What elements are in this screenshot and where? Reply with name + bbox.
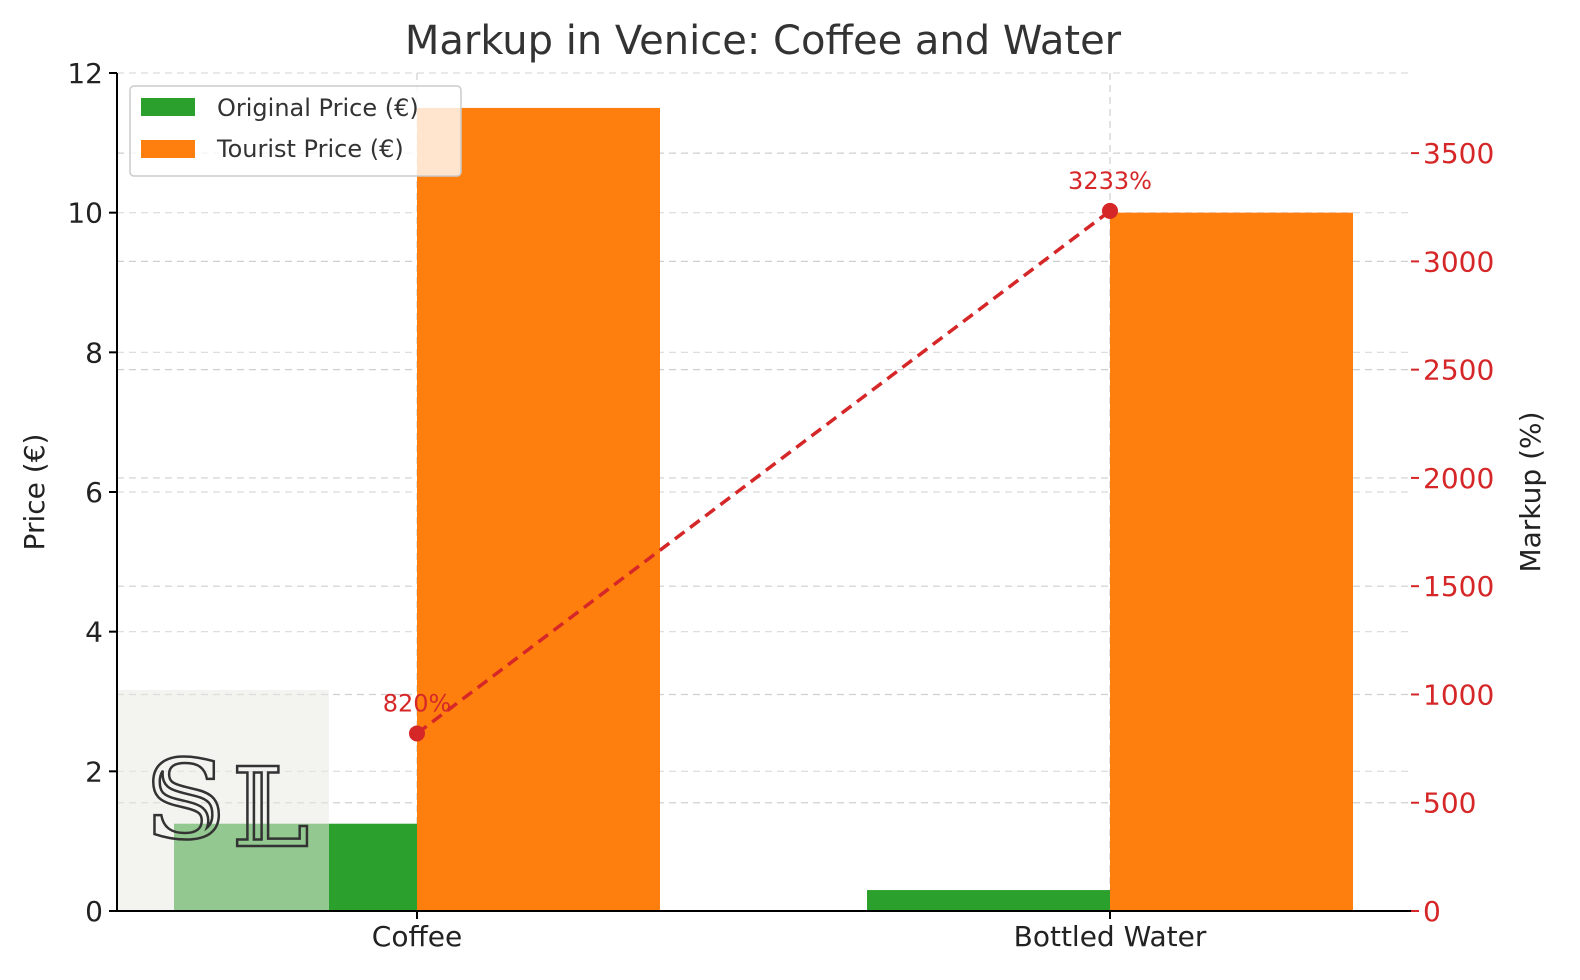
left-tick-label: 10 [67, 197, 103, 230]
legend-swatch-tourist [141, 140, 195, 158]
x-tick-label: Bottled Water [1014, 920, 1207, 953]
right-tick-label: 3000 [1423, 245, 1494, 278]
chart-title: Markup in Venice: Coffee and Water [405, 18, 1122, 64]
right-axis-title: Markup (%) [1514, 411, 1547, 572]
markup-label: 3233% [1068, 167, 1152, 195]
markup-point-coffee [409, 725, 425, 742]
left-tick-label: 0 [85, 895, 103, 928]
left-tick-label: 12 [67, 57, 103, 90]
right-tick-label: 1500 [1423, 570, 1494, 603]
x-axis-ticks: Coffee Bottled Water [372, 911, 1207, 953]
bar-tourist-coffee [417, 107, 660, 911]
x-tick-label: Coffee [372, 920, 462, 953]
svg-text:𝕃: 𝕃 [232, 744, 309, 872]
svg-text:𝕊: 𝕊 [146, 736, 225, 864]
markup-point-bottled-water [1102, 202, 1118, 219]
left-tick-label: 4 [85, 616, 103, 649]
right-tick-label: 2000 [1423, 462, 1494, 495]
right-tick-label: 0 [1423, 895, 1441, 928]
left-axis-title: Price (€) [18, 434, 51, 551]
left-tick-label: 6 [85, 476, 103, 509]
right-tick-label: 500 [1423, 787, 1476, 820]
legend-label-tourist: Tourist Price (€) [216, 135, 404, 163]
right-tick-label: 1000 [1423, 678, 1494, 711]
bar-tourist-bottled-water [1110, 212, 1353, 911]
right-tick-label: 3500 [1423, 137, 1494, 170]
bars-group [174, 107, 1353, 911]
legend-swatch-original [141, 98, 195, 116]
left-tick-label: 2 [85, 755, 103, 788]
markup-label: 820% [383, 689, 452, 717]
bar-original-bottled-water [867, 890, 1110, 911]
right-tick-label: 2500 [1423, 354, 1494, 387]
markup-line-group: 820% 3233% [383, 167, 1152, 742]
right-axis-ticks: 0 500 1000 1500 2000 2500 3000 3500 [1411, 137, 1494, 928]
markup-line [415, 209, 1112, 735]
legend: Original Price (€) Tourist Price (€) [129, 85, 462, 177]
left-tick-label: 8 [85, 336, 103, 369]
legend-label-original: Original Price (€) [217, 94, 419, 122]
left-axis-ticks: 0 2 4 6 8 10 12 [67, 57, 117, 928]
watermark-logo: 𝕊 𝕃 [117, 690, 329, 910]
